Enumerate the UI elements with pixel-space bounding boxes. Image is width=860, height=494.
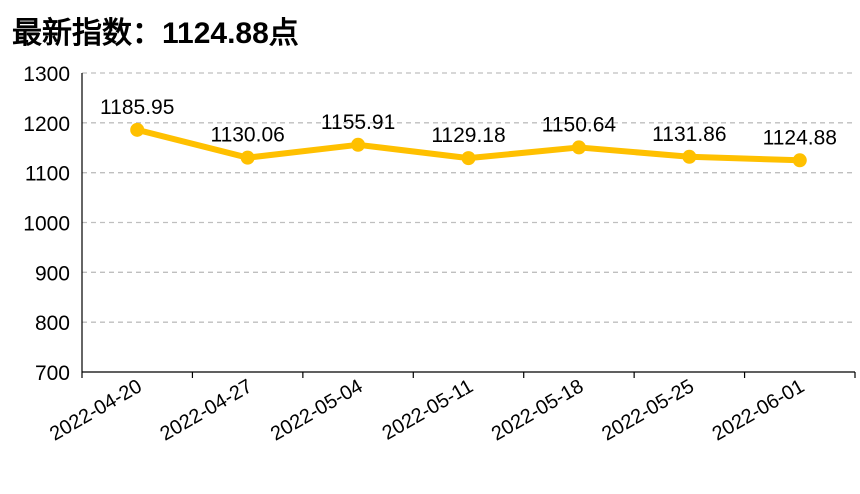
x-tick-label: 2022-05-25 xyxy=(598,375,698,445)
data-label: 1131.86 xyxy=(652,123,726,146)
x-tick-label: 2022-04-20 xyxy=(46,375,146,445)
data-label: 1130.06 xyxy=(210,124,284,147)
y-tick-label: 1100 xyxy=(25,163,70,186)
data-label: 1124.88 xyxy=(763,126,837,149)
data-label: 1150.64 xyxy=(542,113,617,136)
x-tick-label: 2022-05-11 xyxy=(379,375,477,444)
data-point xyxy=(792,153,807,168)
data-label: 1155.91 xyxy=(321,111,395,134)
y-axis-ticks: 700 800 900 1000 1100 1200 1300 xyxy=(23,63,70,385)
x-tick-label: 2022-05-04 xyxy=(267,375,367,445)
data-point xyxy=(571,140,586,155)
data-point xyxy=(682,149,697,164)
data-point xyxy=(351,137,366,152)
y-tick-label: 900 xyxy=(35,262,70,285)
gridlines xyxy=(82,72,855,323)
data-point xyxy=(461,151,476,166)
data-point xyxy=(130,122,145,137)
data-point xyxy=(240,150,255,165)
data-label: 1129.18 xyxy=(431,124,505,147)
axes xyxy=(81,73,856,378)
x-axis-ticks: 2022-04-20 2022-04-27 2022-05-04 2022-05-11… xyxy=(46,375,808,445)
chart-title: 最新指数：1124.88点 xyxy=(12,17,299,50)
y-tick-label: 800 xyxy=(35,312,70,335)
x-tick-label: 2022-06-01 xyxy=(709,375,809,445)
y-tick-label: 1000 xyxy=(23,213,70,236)
x-tick-label: 2022-04-27 xyxy=(157,375,257,445)
data-points xyxy=(130,122,807,168)
data-labels: 1185.95 1130.06 1155.91 1129.18 1150.64 1131.… xyxy=(100,96,837,149)
y-tick-label: 700 xyxy=(35,362,70,385)
data-label: 1185.95 xyxy=(100,96,174,119)
y-tick-label: 1300 xyxy=(23,63,70,86)
y-tick-label: 1200 xyxy=(23,113,70,136)
x-tick-label: 2022-05-18 xyxy=(488,375,588,445)
